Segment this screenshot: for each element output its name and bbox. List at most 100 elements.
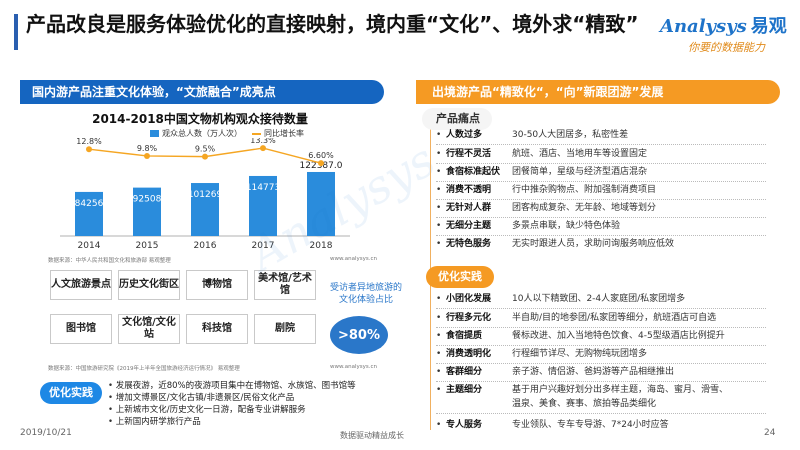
pain-key: 无特色服务 [446, 239, 492, 249]
pain-key: 行程不灵活 [446, 149, 492, 159]
grid-source: 数据来源：中国旅游研究院《2019年上半年全国旅游经济运行情况》 易观整理 [48, 366, 240, 372]
row-separator [436, 345, 766, 346]
list-item: 增加文博景区/文化古镇/非遗景区/民俗文化产品 [108, 392, 408, 404]
logo-slogan: 你要的数据能力 [688, 41, 765, 54]
pain-key: 消费不透明 [446, 185, 492, 195]
growth-point [202, 153, 208, 160]
bar-value-label: 92508 [133, 195, 162, 205]
practice-key: 客群细分 [446, 367, 483, 377]
practice-value: 半自助/目的地参团/私家团等细分，航班酒店可自选 [512, 313, 717, 323]
domestic-practice-badge: 优化实践 [40, 382, 102, 404]
practice-key: 主题细分 [446, 385, 483, 395]
bar-value-label: 84256 [75, 199, 104, 209]
growth-label: 13.3% [250, 138, 276, 145]
practice-key: 行程多元化 [446, 313, 492, 323]
x-tick-label: 2015 [136, 241, 159, 251]
list-item: 上新城市文化/历史文化一日游，配备专业讲解服务 [108, 404, 408, 416]
practice-value: 专业领队、专车专导游、7*24小时应答 [512, 420, 669, 430]
row-separator [436, 199, 766, 200]
pain-value: 30-50人大团居多，私密性差 [512, 130, 629, 140]
practice-value: 餐标改进、加入当地特色饮食、4-5型级酒店比例提升 [512, 331, 725, 341]
row-separator [436, 381, 766, 382]
row-separator [436, 163, 766, 164]
growth-label: 9.5% [195, 145, 216, 154]
pain-value: 航班、酒店、当地用车等设置固定 [512, 149, 648, 159]
row-separator [436, 235, 766, 236]
chart-source: 数据来源：中华人民共和国文化和旅游部 易观整理 [48, 258, 171, 264]
footer-date: 2019/10/21 [20, 428, 72, 438]
growth-point [86, 146, 92, 153]
outbound-section-header: 出境游产品“精致化“，“向”新跟团游”发展 [416, 80, 780, 104]
x-tick-label: 2018 [310, 241, 333, 251]
list-item: 发展夜游，近80%的夜游项目集中在博物馆、水族馆、图书馆等 [108, 380, 408, 392]
row-separator [436, 144, 766, 145]
practice-key: 小团化发展 [446, 294, 492, 304]
row-separator [436, 308, 766, 309]
bar-value-label: 101269 [188, 190, 223, 200]
domestic-section-header: 国内游产品注重文化体验，“文旅融合”成亮点 [20, 80, 384, 104]
pain-value: 团客构成复杂、无年龄、地域等划分 [512, 203, 657, 213]
visitor-culture-label: 受访者异地旅游的文化体验占比 [330, 283, 403, 305]
percent-badge: >80% [330, 316, 388, 354]
practice-value: 行程细节详尽、无购物纯玩团增多 [512, 349, 648, 359]
visitors-bar-chart: 84256 2014 92508 2015 101269 2016 114773 2017 12… [60, 138, 350, 251]
practice-key: 消费透明化 [446, 349, 492, 359]
pain-row: • 消费不透明 行中推杂购物点、附加强制消费项目 [436, 185, 657, 195]
culture-item-cultural-center: 文化馆/文化站 [118, 314, 180, 344]
pain-row: • 无特色服务 无实时跟进人员，求助问询服务响应低效 [436, 239, 675, 249]
pain-key: 无针对人群 [446, 203, 492, 213]
bar [249, 175, 277, 236]
culture-item-library: 图书馆 [50, 314, 112, 344]
pain-key: 食宿标准起伏 [446, 167, 501, 177]
growth-label: 12.8% [76, 138, 102, 146]
growth-point [260, 145, 266, 152]
outbound-practice-badge: 优化实践 [426, 266, 494, 288]
x-tick-label: 2014 [78, 241, 101, 251]
chart-title: 2014-2018中国文物机构观众接待数量 [92, 112, 308, 126]
logo-brand: Analysys [660, 16, 747, 37]
culture-item-art: 美术馆/艺术馆 [254, 270, 316, 300]
pain-key: 无细分主题 [446, 221, 492, 231]
grid-site: www.analysys.cn [330, 364, 377, 370]
pain-key: 人数过多 [446, 130, 483, 140]
row-separator [436, 181, 766, 182]
practice-key: 食宿提质 [446, 331, 483, 341]
row-separator [436, 413, 766, 414]
pain-value: 团餐简单，星级与经济型酒店混杂 [512, 167, 648, 177]
title-accent-bar [14, 14, 18, 50]
row-separator [436, 217, 766, 218]
culture-item-science: 科技馆 [186, 314, 248, 344]
page-number: 24 [764, 428, 776, 438]
domestic-practice-list: 发展夜游，近80%的夜游项目集中在博物馆、水族馆、图书馆等 增加文博景区/文化古… [108, 380, 408, 428]
pain-row: • 人数过多 30-50人大团居多，私密性差 [436, 130, 629, 140]
practice-key: 专人服务 [446, 420, 483, 430]
pain-value: 行中推杂购物点、附加强制消费项目 [512, 185, 657, 195]
bar-value-label: 114773 [246, 183, 280, 193]
culture-item-scenic: 人文旅游景点 [50, 270, 112, 300]
practice-row: • 消费透明化 行程细节详尽、无购物纯玩团增多 [436, 349, 648, 359]
practice-value: 10人以下精致团、2-4人家庭团/私家团增多 [512, 294, 686, 304]
chart-legend: 观众总人数（万人次） 同比增长率 [150, 128, 304, 139]
row-separator [436, 327, 766, 328]
practice-value: 基于用户兴趣好划分出多样主题，海岛、蜜月、滑雪、 [512, 385, 729, 395]
footer-slogan: 数据驱动精益成长 [340, 431, 404, 440]
culture-item-theater: 剧院 [254, 314, 316, 344]
page-title: 产品改良是服务体验优化的直接映射，境内重“文化”、境外求“精致” [26, 12, 639, 36]
list-item: 上新国内研学旅行产品 [108, 416, 408, 428]
practice-row: • 客群细分 亲子游、情侣游、爸妈游等产品相继推出 [436, 367, 675, 377]
pain-row: • 行程不灵活 航班、酒店、当地用车等设置固定 [436, 149, 648, 159]
logo-brand-cn: 易观 [750, 16, 787, 37]
analysys-logo: Analysys 易观 你要的数据能力 [660, 12, 790, 58]
x-tick-label: 2016 [194, 241, 217, 251]
bar [307, 171, 335, 236]
practice-row: • 专人服务 专业领队、专车专导游、7*24小时应答 [436, 420, 669, 430]
practice-value: 亲子游、情侣游、爸妈游等产品相继推出 [512, 367, 675, 377]
culture-item-historic: 历史文化街区 [118, 270, 180, 300]
practice-row: • 小团化发展 10人以下精致团、2-4人家庭团/私家团增多 [436, 294, 686, 304]
pain-row: • 食宿标准起伏 团餐简单，星级与经济型酒店混杂 [436, 167, 648, 177]
growth-point [144, 152, 150, 159]
pain-row: • 无针对人群 团客构成复杂、无年龄、地域等划分 [436, 203, 657, 213]
bar [191, 183, 219, 236]
pain-row: • 无细分主题 多景点串联，缺少特色体验 [436, 221, 621, 231]
growth-label: 9.8% [137, 144, 158, 153]
